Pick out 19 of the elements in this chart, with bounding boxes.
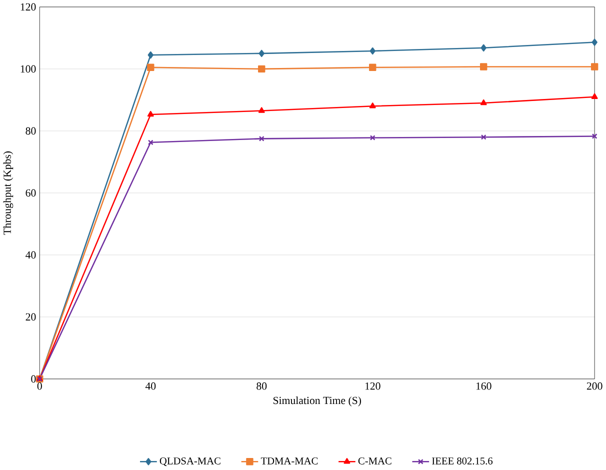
x-tick-label: 80 xyxy=(256,382,267,390)
y-tick-label: 60 xyxy=(26,189,36,197)
x-axis-title: Simulation Time (S) xyxy=(273,396,362,406)
y-axis-title: Throughput (Kpbs) xyxy=(3,152,14,235)
x-tick-label: 40 xyxy=(145,382,156,390)
y-tick-label: 0 xyxy=(31,375,36,383)
y-tick-label: 80 xyxy=(26,127,36,135)
x-tick-label: 0 xyxy=(37,382,42,390)
legend-label: IEEE 802.15.6 xyxy=(432,458,493,465)
x-tick-label: 160 xyxy=(476,382,492,390)
legend-label: QLDSA-MAC xyxy=(160,458,220,466)
y-tick-label: 100 xyxy=(20,65,36,73)
x-tick-label: 200 xyxy=(586,382,602,390)
y-tick-label: 120 xyxy=(20,3,36,11)
legend-label: C-MAC xyxy=(358,458,392,465)
y-tick-label: 20 xyxy=(26,313,36,321)
legend-label: TDMA-MAC xyxy=(260,458,318,465)
y-tick-label: 40 xyxy=(26,251,36,259)
x-tick-label: 120 xyxy=(365,382,380,390)
